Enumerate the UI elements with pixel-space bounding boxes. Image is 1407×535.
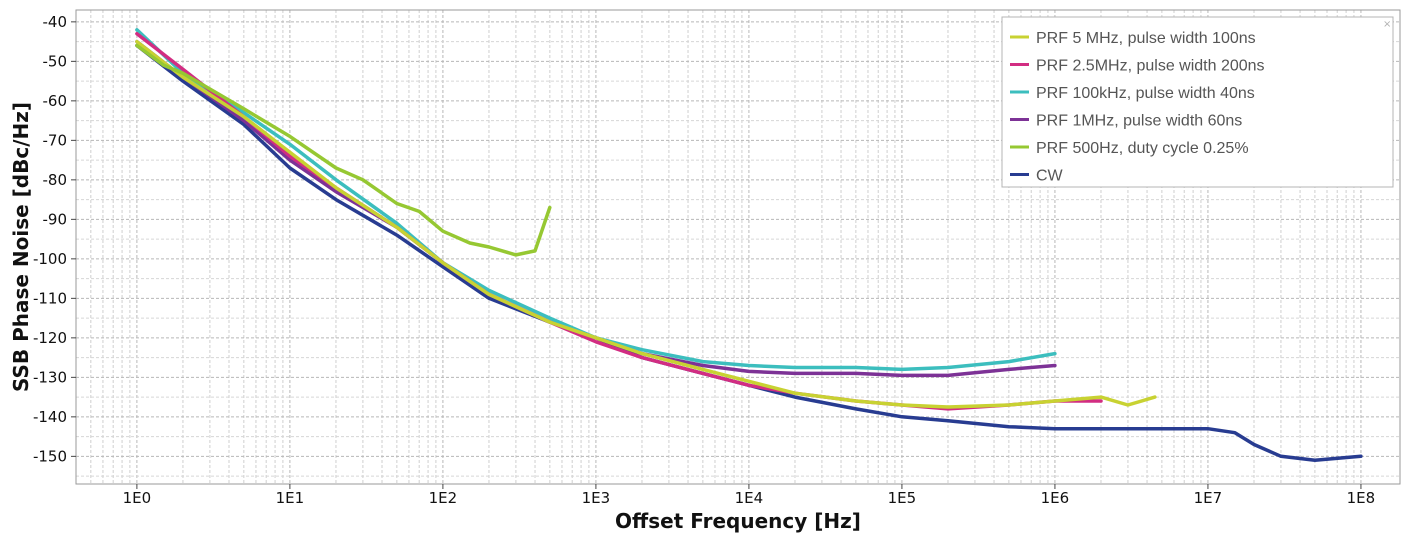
series-line [135, 43, 1363, 463]
legend-label: PRF 5 MHz, pulse width 100ns [1036, 30, 1256, 47]
y-axis-title: SSB Phase Noise [dBc/Hz] [9, 102, 33, 392]
x-tick-label: 1E8 [1347, 489, 1376, 507]
plot-frame [75, 9, 1401, 485]
y-axis-ticks: -40 -50 -60 -70 -80 -90 -100 -110 -120 -130 -140 -1… [33, 13, 76, 465]
x-tick-label: 1E4 [735, 489, 764, 507]
x-tick-label: 1E7 [1194, 489, 1223, 507]
x-tick-label: 1E6 [1041, 489, 1070, 507]
legend-label: PRF 100kHz, pulse width 40ns [1036, 85, 1255, 102]
x-tick-label: 1E5 [888, 489, 917, 507]
y-tick-label: -130 [33, 368, 67, 386]
y-tick-label: -40 [43, 13, 68, 31]
y-tick-label: -150 [33, 447, 67, 465]
x-axis-ticks: 1E0 1E1 1E2 1E3 1E4 1E5 1E6 1E7 1E8 [123, 484, 1376, 507]
y-tick-label: -110 [33, 289, 67, 307]
legend-label: PRF 500Hz, duty cycle 0.25% [1036, 140, 1249, 157]
y-tick-label: -50 [43, 52, 68, 70]
y-tick-label: -120 [33, 329, 67, 347]
series-lines [135, 28, 1363, 463]
legend-close-icon[interactable]: × [1383, 19, 1391, 30]
x-axis-title: Offset Frequency [Hz] [615, 509, 861, 533]
y-tick-label: -80 [43, 171, 68, 189]
y-tick-label: -60 [43, 92, 68, 110]
y-tick-label: -90 [43, 210, 68, 228]
series-line [135, 39, 1157, 409]
y-tick-label: -70 [43, 131, 68, 149]
x-tick-label: 1E2 [429, 489, 458, 507]
legend-label: PRF 1MHz, pulse width 60ns [1036, 113, 1242, 130]
legend-box [1001, 16, 1394, 188]
x-tick-label: 1E0 [123, 489, 152, 507]
x-tick-label: 1E1 [276, 489, 305, 507]
legend[interactable]: × PRF 5 MHz, pulse width 100ns PRF 2.5MHz… [1001, 16, 1394, 188]
y-tick-label: -140 [33, 408, 67, 426]
y-tick-label: -100 [33, 250, 67, 268]
series-line [135, 43, 552, 257]
legend-label: PRF 2.5MHz, pulse width 200ns [1036, 58, 1265, 75]
x-tick-label: 1E3 [582, 489, 611, 507]
legend-label: CW [1036, 168, 1064, 185]
legend-items: PRF 5 MHz, pulse width 100ns PRF 2.5MHz, … [1010, 30, 1265, 185]
